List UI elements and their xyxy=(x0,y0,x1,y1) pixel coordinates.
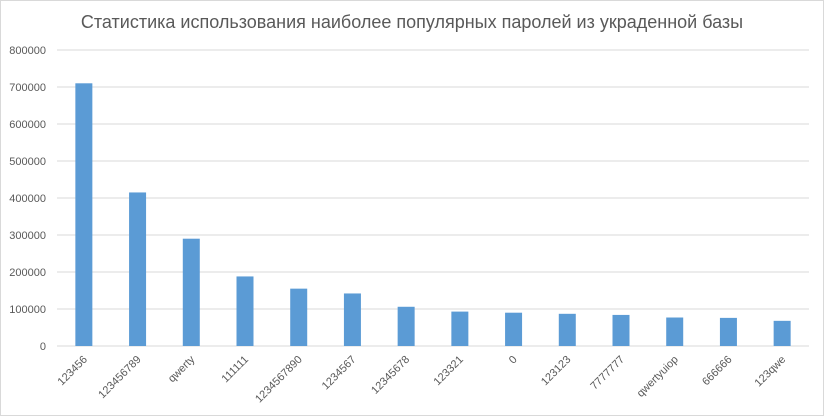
bar-0 xyxy=(505,312,523,346)
y-tick-label: 700000 xyxy=(9,82,46,94)
x-tick-label: 12345678 xyxy=(369,354,412,397)
x-tick-label: 123456 xyxy=(56,354,90,388)
y-tick-label: 800000 xyxy=(9,45,46,57)
x-tick-label: 123321 xyxy=(432,354,466,388)
bar-12345678 xyxy=(397,306,415,346)
x-tick-label: qwerty xyxy=(166,353,198,385)
x-tick-label: qwertyuiop xyxy=(635,354,681,400)
x-axis-labels: 123456 123456789 qwerty 111111 1234567890 123… xyxy=(56,353,789,405)
bar-7777777 xyxy=(612,314,630,346)
bar-123qwe xyxy=(773,320,791,346)
y-axis-ticks: 0 100000 200000 300000 400000 500000 600000 700… xyxy=(9,45,46,353)
y-tick-label: 200000 xyxy=(9,267,46,279)
bars xyxy=(75,83,791,347)
x-tick-label: 123456789 xyxy=(96,354,143,401)
bar-1234567 xyxy=(343,293,361,346)
y-tick-label: 300000 xyxy=(9,230,46,242)
bar-123321 xyxy=(451,311,469,346)
x-tick-label: 666666 xyxy=(700,354,734,388)
y-tick-label: 600000 xyxy=(9,119,46,131)
chart-title: Статистика использования наиболее популя… xyxy=(80,12,744,32)
x-tick-label: 1234567 xyxy=(320,354,359,393)
y-tick-label: 100000 xyxy=(9,304,46,316)
bar-1234567890 xyxy=(290,288,308,346)
x-tick-label: 123qwe xyxy=(753,354,789,390)
x-tick-label: 1234567890 xyxy=(253,354,305,406)
bar-111111 xyxy=(236,276,254,346)
y-tick-label: 400000 xyxy=(9,193,46,205)
bar-666666 xyxy=(719,317,737,346)
bar-123123 xyxy=(558,313,576,346)
x-tick-label: 7777777 xyxy=(588,354,627,393)
bar-123456 xyxy=(75,83,93,347)
y-tick-label: 0 xyxy=(40,341,46,353)
y-tick-label: 500000 xyxy=(9,156,46,168)
gridlines xyxy=(57,49,809,347)
x-tick-label: 123123 xyxy=(539,354,573,388)
bar-qwerty xyxy=(182,238,200,346)
bar-qwertyuiop xyxy=(666,317,684,346)
x-tick-label: 0 xyxy=(507,354,520,367)
x-tick-label: 111111 xyxy=(220,354,252,386)
bar-123456789 xyxy=(129,192,147,346)
